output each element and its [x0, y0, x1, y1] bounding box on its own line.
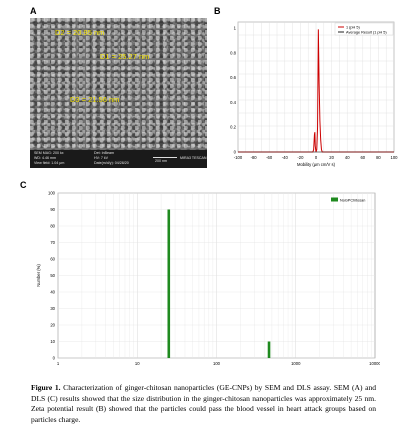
legend-entry-0: 1 (pH 5) — [346, 25, 360, 29]
sem-texture — [30, 18, 207, 168]
sem-label-d3: D3 = 21.56 nm — [70, 95, 120, 104]
y-tick-label: 90 — [50, 207, 55, 212]
sem-scale-text: 200 nm — [155, 159, 167, 163]
sem-label-d1: D1 = 25.27 nm — [100, 52, 150, 61]
x-tick-label: 20 — [329, 155, 334, 160]
figure-caption-text: Characterization of ginger-chitosan nano… — [31, 383, 376, 424]
y-tick-label: 100 — [48, 191, 56, 196]
zeta-potential-chart: -100 -80 -60 -40 -20 0 20 40 60 80 100 0 0.2 0.4 0.6 0.… — [230, 21, 399, 167]
x-tick-label: 100 — [213, 361, 221, 366]
x-tick-label: 1000 — [291, 361, 301, 366]
y-tick-label: 30 — [50, 306, 55, 311]
size-bar — [167, 209, 171, 358]
sem-image: D2 = 20.95 nm D1 = 25.27 nm D3 = 21.56 n… — [30, 18, 207, 168]
x-tick-label: 10000 — [369, 361, 380, 366]
x-tick-label: 0 — [315, 155, 318, 160]
y-tick-label: 20 — [50, 323, 55, 328]
figure-caption-label: Figure 1. — [31, 383, 61, 392]
panel-label-c: C — [20, 180, 27, 190]
x-tick-label: 100 — [391, 155, 399, 160]
sem-info-det: Det: InBeam — [94, 151, 114, 155]
x-tick-label: 40 — [345, 155, 350, 160]
x-tick-label: -20 — [297, 155, 304, 160]
y-tick-label: 80 — [50, 224, 55, 229]
panel-label-b: B — [214, 6, 221, 16]
panel-label-a: A — [30, 6, 37, 16]
x-tick-label: 10 — [135, 361, 140, 366]
x-tick-label: -80 — [251, 155, 258, 160]
sem-info-date: Date(m/d/y): 04/28/20 — [94, 161, 129, 165]
y-tick-label: 50 — [50, 273, 55, 278]
sem-label-d2: D2 = 20.95 nm — [55, 28, 105, 37]
x-tick-label: -40 — [282, 155, 289, 160]
x-axis-label: Mobility (μm cm/V s) — [297, 162, 336, 167]
sem-info-wd: WD: 4.46 mm — [34, 156, 56, 160]
x-tick-label: 60 — [360, 155, 365, 160]
size-bar — [267, 341, 271, 358]
y-tick-label: 0.8 — [230, 50, 236, 55]
sem-brand-text: MIRA3 TESCAN — [180, 156, 207, 160]
y-tick-label: 0.4 — [230, 100, 236, 105]
y-axis-label: Number (%) — [36, 264, 41, 287]
x-tick-label: 80 — [376, 155, 381, 160]
y-tick-label: 40 — [50, 290, 55, 295]
legend-entry-1: Average Result (1 pH 5) — [346, 30, 387, 34]
sem-info-viewfield: View field: 1.04 μm — [34, 161, 65, 165]
x-tick-label: -100 — [234, 155, 243, 160]
sem-info-mag: SEM MAG: 200 kx — [34, 151, 64, 155]
y-tick-label: 60 — [50, 257, 55, 262]
legend-swatch — [331, 197, 338, 202]
series-line-0 — [238, 29, 394, 153]
sem-info-hv: HV: 7 kV — [94, 156, 109, 160]
y-tick-label: 0.6 — [230, 75, 236, 80]
x-tick-label: -60 — [266, 155, 273, 160]
sem-info-bar: SEM MAG: 200 kx WD: 4.46 mm View field: … — [30, 150, 207, 168]
legend-entry: NoGPChitosan — [340, 198, 365, 202]
y-tick-label: 10 — [50, 339, 55, 344]
y-tick-label: 1 — [234, 26, 237, 31]
x-tick-label: 1 — [57, 361, 60, 366]
y-tick-label: 70 — [50, 240, 55, 245]
y-tick-label: 0.2 — [230, 125, 236, 130]
y-tick-label: 0 — [234, 150, 237, 155]
legend-box — [334, 22, 394, 36]
figure-caption: Figure 1. Characterization of ginger-chi… — [31, 383, 376, 425]
sem-scale-bar — [153, 157, 177, 158]
y-tick-label: 0 — [53, 356, 56, 361]
